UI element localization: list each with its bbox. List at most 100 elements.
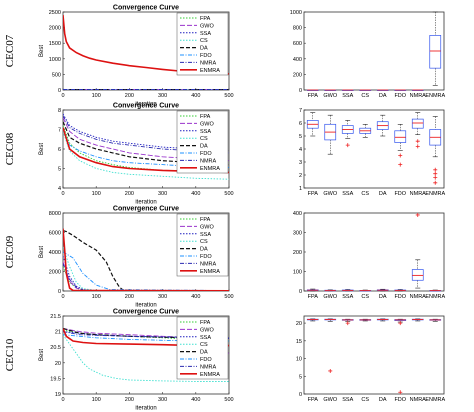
x-tick-label: SSA — [342, 191, 353, 197]
box-nmra — [411, 212, 424, 289]
y-tick-label: 200 — [293, 72, 302, 78]
y-axis-label: Best — [39, 349, 45, 361]
box-enmra — [429, 318, 442, 322]
legend-label: FPA — [200, 16, 211, 22]
box-gwo — [324, 114, 337, 155]
x-tick-label: GWO — [323, 397, 337, 403]
x-tick-label: NMRA — [410, 294, 427, 300]
y-axis-label: Best — [39, 143, 45, 155]
row-label: CEC09 — [4, 235, 16, 268]
box-cs — [359, 289, 372, 292]
chart-title: Convergence Curve — [113, 5, 179, 12]
box-da — [376, 89, 389, 91]
boxplot-chart: 0 200 400 600 800 1000 FPA GWO SSA CS DA FDO NMRA ENM… — [290, 10, 446, 99]
y-tick-label: 2500 — [49, 10, 61, 16]
x-tick-label: 300 — [158, 294, 167, 300]
y-tick-label: 7 — [299, 108, 302, 114]
legend-label: NMRA — [200, 261, 217, 267]
y-tick-label: 10 — [296, 357, 302, 363]
box-enmra — [429, 116, 442, 185]
figure-row-cec09: CEC09 Convergence Curve iteration Best 0 100 2… — [4, 206, 446, 309]
box-iqr — [429, 35, 442, 69]
outlier-marker — [398, 321, 403, 326]
legend-label: ENMRA — [200, 166, 220, 172]
outlier-marker — [433, 167, 438, 172]
series-line-da — [63, 230, 229, 291]
legend-label: ENMRA — [200, 269, 220, 275]
chart-title: Convergence Curve — [113, 309, 179, 316]
x-tick-label: ENMRA — [425, 397, 445, 403]
x-tick-label: 400 — [191, 397, 200, 403]
x-tick-label: 300 — [158, 191, 167, 197]
box-ssa — [341, 120, 354, 148]
outlier-marker — [345, 143, 350, 148]
box-iqr — [411, 269, 424, 281]
boxplot-chart: 1 2 3 4 5 6 7 FPA GWO SSA CS DA FDO NMRA ENMRA — [299, 108, 446, 197]
box-gwo — [324, 89, 337, 91]
box-iqr — [394, 130, 407, 143]
x-tick-label: FDO — [394, 93, 406, 99]
series-line-cs — [63, 131, 229, 180]
x-tick-label: 400 — [191, 191, 200, 197]
legend-label: NMRA — [200, 158, 217, 164]
series-line-cs — [63, 334, 229, 382]
box-da — [376, 288, 389, 292]
y-tick-label: 6 — [58, 147, 61, 153]
y-tick-label: 5 — [299, 374, 302, 380]
outlier-marker — [345, 321, 350, 326]
legend-label: GWO — [200, 121, 214, 127]
legend-label: GWO — [200, 224, 214, 230]
x-tick-label: GWO — [323, 93, 337, 99]
plot-area — [303, 11, 445, 91]
y-tick-label: 200 — [293, 250, 302, 256]
y-tick-label: 0 — [58, 88, 61, 94]
box-fdo — [394, 289, 407, 292]
legend-label: SSA — [200, 129, 211, 135]
y-tick-label: 2000 — [49, 270, 61, 276]
x-tick-label: 400 — [191, 294, 200, 300]
y-tick-label: 8 — [58, 108, 61, 114]
x-tick-label: SSA — [342, 93, 353, 99]
x-tick-label: DA — [379, 93, 387, 99]
box-nmra — [411, 89, 424, 91]
legend-label: DA — [200, 46, 208, 52]
x-tick-label: ENMRA — [425, 191, 445, 197]
x-tick-label: DA — [379, 294, 387, 300]
outlier-marker — [398, 390, 403, 395]
box-enmra — [429, 289, 442, 292]
x-tick-label: CS — [361, 294, 369, 300]
legend-label: ENMRA — [200, 68, 220, 74]
y-tick-label: 19.5 — [50, 376, 61, 382]
legend-label: SSA — [200, 335, 211, 341]
y-tick-label: 3 — [299, 160, 302, 166]
y-tick-label: 5 — [299, 134, 302, 140]
y-tick-label: 800 — [293, 26, 302, 32]
x-tick-label: FPA — [308, 93, 319, 99]
y-tick-label: 400 — [293, 211, 302, 217]
x-tick-label: GWO — [323, 294, 337, 300]
x-tick-label: FPA — [308, 294, 319, 300]
row-label: CEC07 — [4, 34, 16, 67]
box-fpa — [306, 89, 319, 91]
box-ssa — [341, 318, 354, 326]
outlier-marker — [433, 180, 438, 185]
legend-label: CS — [200, 136, 208, 142]
x-tick-label: FPA — [308, 191, 319, 197]
x-tick-label: 500 — [224, 397, 233, 403]
legend-box — [176, 12, 229, 76]
row-label: CEC08 — [4, 132, 16, 165]
legend-label: FDO — [200, 151, 212, 157]
y-tick-label: 21 — [55, 330, 61, 336]
y-tick-label: 2000 — [49, 26, 61, 32]
x-tick-label: NMRA — [410, 191, 427, 197]
legend-label: FDO — [200, 53, 212, 59]
x-tick-label: 0 — [61, 397, 64, 403]
x-tick-label: 500 — [224, 294, 233, 300]
x-tick-label: CS — [361, 93, 369, 99]
y-tick-label: 100 — [293, 270, 302, 276]
y-tick-label: 5 — [58, 167, 61, 173]
